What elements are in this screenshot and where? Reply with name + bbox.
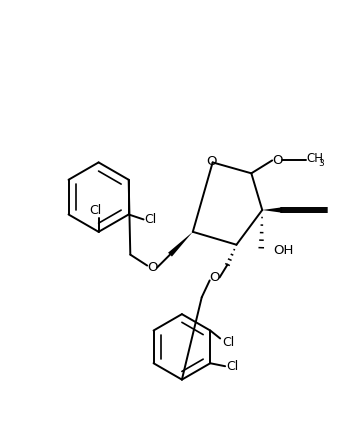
Polygon shape	[168, 232, 193, 257]
Text: OH: OH	[273, 244, 293, 257]
Text: 3: 3	[319, 159, 324, 168]
Text: O: O	[206, 155, 217, 168]
Text: CH: CH	[307, 152, 324, 165]
Polygon shape	[262, 207, 282, 213]
Text: Cl: Cl	[226, 360, 238, 373]
Text: O: O	[147, 261, 157, 274]
Text: Cl: Cl	[222, 336, 234, 349]
Text: Cl: Cl	[144, 213, 157, 226]
Text: O: O	[209, 271, 220, 284]
Text: O: O	[272, 154, 282, 167]
Text: Cl: Cl	[89, 205, 102, 217]
